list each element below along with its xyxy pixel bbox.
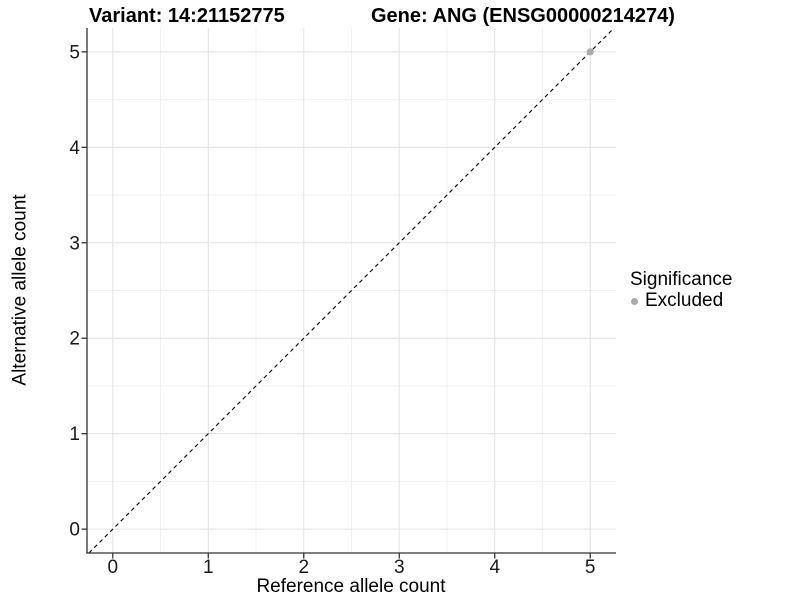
y-tick-label: 3 bbox=[69, 233, 80, 254]
x-tick-label: 2 bbox=[298, 557, 309, 578]
x-tick-label: 5 bbox=[585, 557, 596, 578]
y-tick-label: 0 bbox=[69, 520, 80, 541]
x-tick-label: 0 bbox=[107, 557, 118, 578]
identity-line bbox=[88, 27, 615, 554]
y-axis-title: Alternative allele count bbox=[9, 194, 31, 386]
legend-circle-icon bbox=[631, 297, 638, 305]
plot-title-gene: Gene: ANG (ENSG00000214274) bbox=[371, 5, 675, 27]
legend-title: Significance bbox=[630, 269, 733, 290]
x-tick-label: 1 bbox=[203, 557, 214, 578]
y-tick-label: 1 bbox=[69, 424, 80, 445]
y-tick-label: 4 bbox=[69, 138, 80, 159]
legend-entries: Excluded bbox=[630, 291, 732, 311]
y-tick-label: 2 bbox=[69, 329, 80, 350]
plot-title-variant: Variant: 14:21152775 bbox=[89, 5, 285, 27]
legend: Significance Excluded bbox=[630, 270, 732, 311]
legend-entry-label: Excluded bbox=[645, 290, 724, 311]
x-tick-label: 3 bbox=[394, 557, 405, 578]
x-tick-label: 4 bbox=[489, 557, 500, 578]
x-axis-title: Reference allele count bbox=[256, 576, 446, 597]
legend-entry: Excluded bbox=[630, 291, 732, 311]
data-point-excluded bbox=[586, 48, 594, 56]
y-tick-label: 5 bbox=[69, 42, 80, 63]
